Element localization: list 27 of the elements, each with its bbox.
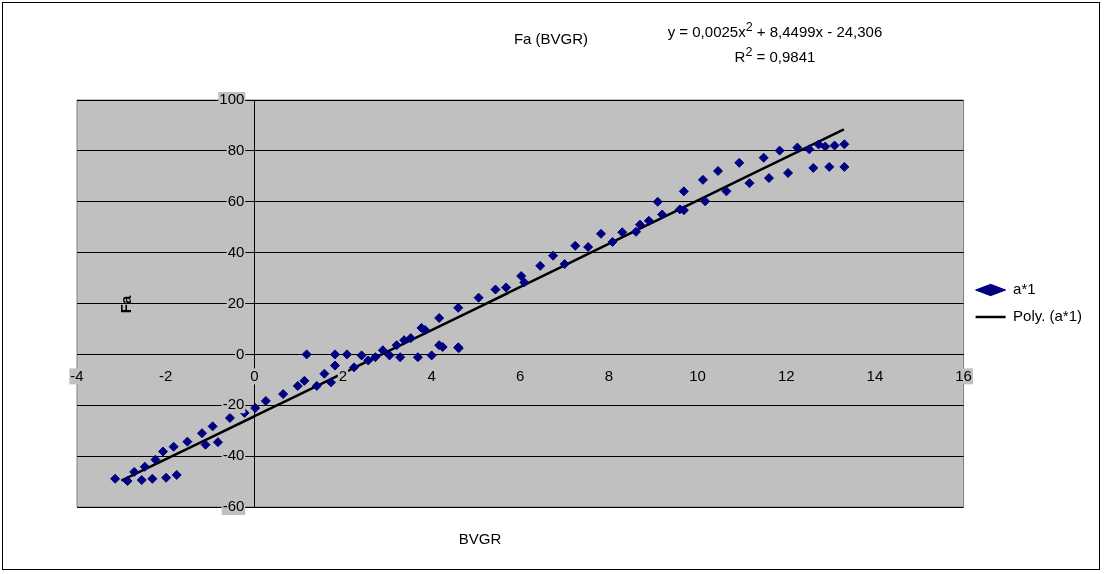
x-tick-label: 10 [689,366,706,384]
y-axis-title: Fa [116,295,134,314]
legend-label: a*1 [1013,280,1036,298]
y-tick-label: 20 [227,293,245,311]
x-axis-title: BVGR [458,530,502,547]
x-tick-label: 4 [427,366,436,384]
y-tick-label: 0 [235,344,245,362]
x-tick-label: -4 [70,366,84,384]
x-tick-label: 2 [338,366,348,384]
chart-title: Fa (BVGR) [513,30,589,47]
x-tick-label: 12 [777,366,795,384]
text: R$^{2}$ = 0,9841 [734,45,816,65]
x-tick-label: 0 [250,366,259,384]
y-tick-label: 80 [227,141,245,159]
y-tick-label: 100 [219,90,245,108]
text: y = 0,0025x$^{2}$ + 8,4499x - 24,306 [667,20,883,40]
x-tick-label: -2 [158,366,173,384]
legend-label: Poly. (a*1) [1013,307,1083,325]
y-tick-label: -40 [222,446,245,464]
y-tick-label: 40 [227,242,245,260]
x-tick-label: 6 [516,366,525,384]
y-tick-label: 60 [227,191,245,209]
x-tick-label: 16 [955,366,972,384]
x-tick-label: 8 [604,366,614,384]
y-tick-label: -20 [222,395,245,413]
y-tick-label: -60 [222,497,245,515]
x-tick-label: 14 [866,366,884,384]
